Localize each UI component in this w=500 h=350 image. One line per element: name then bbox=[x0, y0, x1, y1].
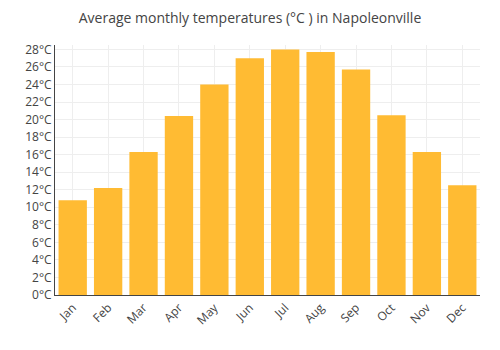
svg-text:Jun: Jun bbox=[231, 299, 256, 324]
svg-text:Oct: Oct bbox=[373, 299, 399, 325]
svg-text:14°C: 14°C bbox=[25, 163, 52, 180]
svg-text:26°C: 26°C bbox=[25, 58, 52, 75]
svg-text:18°C: 18°C bbox=[25, 128, 52, 145]
svg-text:Apr: Apr bbox=[160, 299, 186, 325]
svg-text:2°C: 2°C bbox=[32, 269, 52, 286]
svg-text:20°C: 20°C bbox=[25, 111, 52, 128]
svg-text:Average monthly temperatures (: Average monthly temperatures (°C ) in Na… bbox=[79, 8, 422, 27]
svg-text:8°C: 8°C bbox=[32, 216, 52, 233]
svg-text:Feb: Feb bbox=[89, 299, 115, 325]
svg-text:0°C: 0°C bbox=[32, 286, 52, 303]
svg-text:Jan: Jan bbox=[55, 299, 80, 324]
svg-text:Nov: Nov bbox=[406, 299, 434, 327]
svg-text:4°C: 4°C bbox=[32, 251, 52, 268]
svg-text:May: May bbox=[193, 299, 222, 328]
svg-text:16°C: 16°C bbox=[25, 146, 52, 163]
svg-text:22°C: 22°C bbox=[25, 93, 52, 110]
svg-text:10°C: 10°C bbox=[25, 198, 52, 215]
svg-text:6°C: 6°C bbox=[32, 234, 52, 251]
svg-text:Aug: Aug bbox=[300, 299, 328, 327]
svg-text:Dec: Dec bbox=[442, 299, 469, 326]
svg-text:Sep: Sep bbox=[336, 299, 363, 326]
svg-text:12°C: 12°C bbox=[25, 181, 52, 198]
svg-text:Jul: Jul bbox=[270, 299, 292, 321]
svg-text:28°C: 28°C bbox=[25, 41, 52, 58]
svg-text:Mar: Mar bbox=[123, 299, 151, 327]
svg-text:24°C: 24°C bbox=[25, 76, 52, 93]
